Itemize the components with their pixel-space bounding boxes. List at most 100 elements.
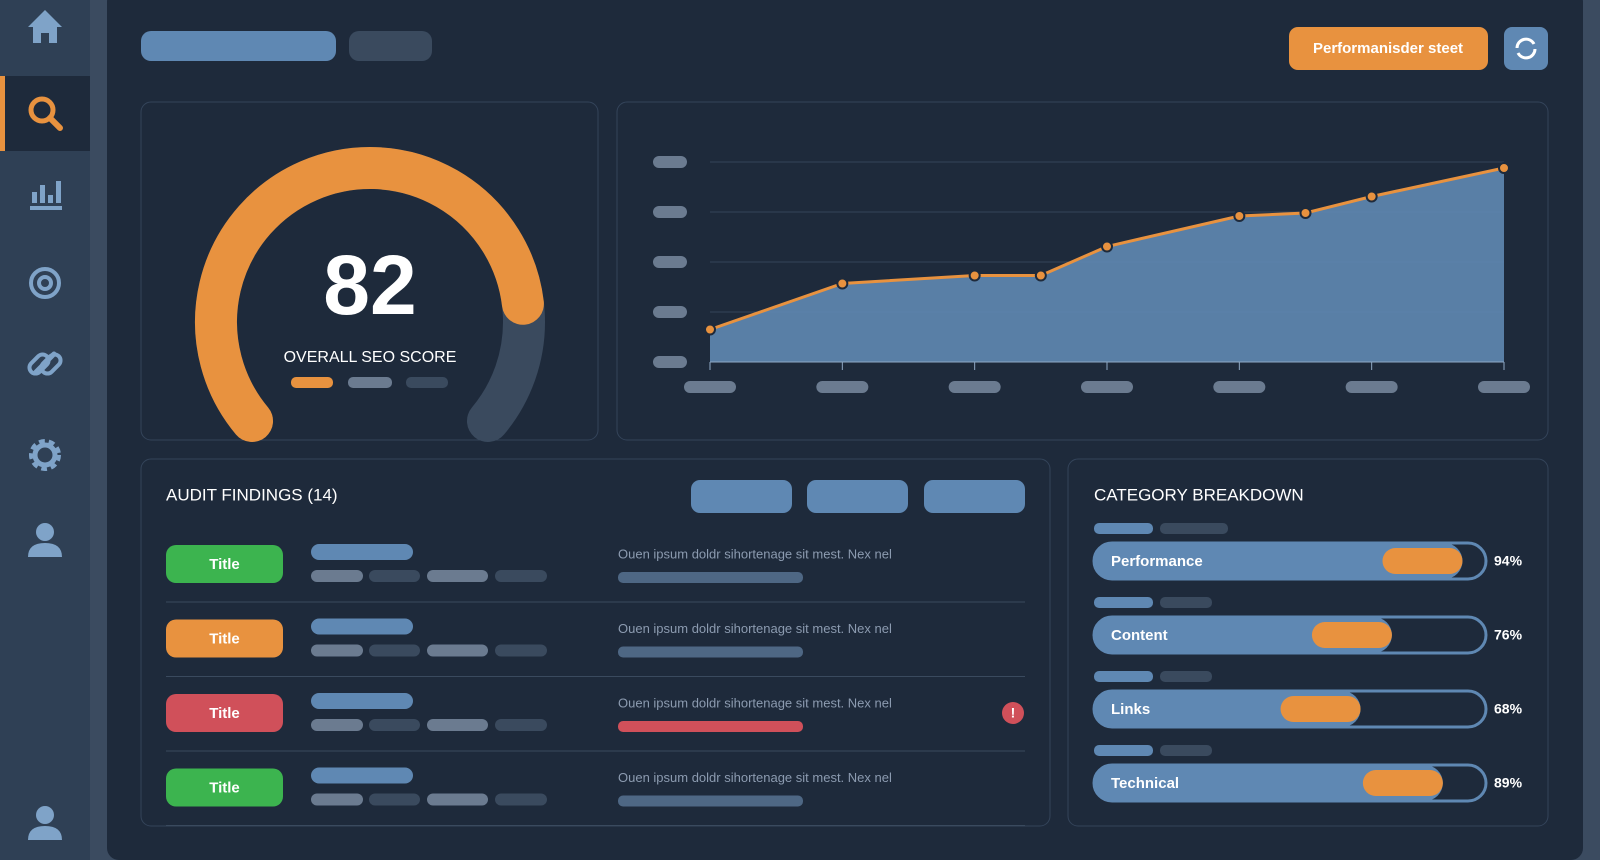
cat-bar-tip — [1280, 696, 1361, 722]
cat-bar-tip — [1382, 548, 1463, 574]
sidebar-icons — [27, 10, 63, 840]
row-pill — [495, 719, 547, 731]
y-tick-placeholder — [653, 256, 687, 268]
x-tick-placeholder — [948, 381, 1001, 393]
cat-value: 68% — [1494, 701, 1523, 717]
cat-pill — [1094, 597, 1153, 608]
cat-pill — [1160, 745, 1212, 756]
status-badge — [166, 545, 283, 583]
cat-value: 76% — [1494, 627, 1523, 643]
row-pill — [495, 793, 547, 806]
point — [968, 269, 981, 282]
header-pill — [349, 31, 432, 61]
filter-button[interactable] — [691, 480, 792, 513]
filter-button[interactable] — [807, 480, 908, 513]
y-tick-placeholder — [653, 206, 687, 218]
x-tick-placeholder — [816, 381, 869, 393]
link-part — [39, 352, 63, 376]
row-pill — [311, 767, 413, 784]
row-bar — [618, 795, 803, 807]
badge-label: Title — [209, 630, 240, 647]
cat-pill — [1094, 523, 1153, 534]
sidebar-active — [0, 76, 90, 151]
cat-value: 89% — [1494, 775, 1523, 791]
user-body — [28, 543, 62, 557]
home-icon[interactable] — [28, 10, 62, 43]
gauge-pill — [348, 377, 392, 388]
row-pill — [427, 719, 488, 731]
x-tick-placeholder — [684, 381, 736, 393]
user-icon[interactable] — [36, 523, 54, 541]
audit-title: AUDIT FINDINGS (14) — [166, 485, 338, 504]
gauge-value: 82 — [323, 238, 416, 332]
row-text: Ouen ipsum doldr sihortenage sit mest. N… — [618, 621, 892, 636]
cat-pill — [1160, 523, 1228, 534]
gauge-fill — [195, 147, 544, 442]
cat-bar-tip — [1362, 770, 1443, 796]
row-pill — [427, 793, 488, 806]
row-bar — [618, 721, 803, 732]
row-pill — [311, 719, 363, 731]
cat-name: Technical — [1111, 775, 1179, 792]
badge-label: Title — [209, 779, 240, 796]
row-pill — [311, 544, 413, 560]
row-pill — [427, 570, 488, 582]
badge-label: Title — [209, 705, 240, 722]
row-pill — [495, 570, 547, 582]
row-pill — [311, 693, 413, 709]
cat-bar — [1094, 765, 1443, 801]
alert-icon — [1002, 702, 1024, 724]
refresh-button[interactable] — [1504, 27, 1548, 70]
point — [704, 323, 716, 336]
profile-icon[interactable] — [36, 806, 54, 824]
status-badge — [166, 619, 283, 658]
x-tick-placeholder — [1213, 381, 1266, 393]
y-tick-placeholder — [653, 306, 687, 318]
gauge-pill — [291, 377, 333, 388]
point — [1233, 210, 1246, 222]
settings-ring — [32, 442, 58, 468]
x-tick-placeholder — [1478, 381, 1530, 393]
point — [1101, 240, 1113, 253]
cat-name: Content — [1111, 627, 1168, 644]
point — [1365, 190, 1378, 203]
header-pill — [141, 31, 336, 61]
status-badge — [166, 768, 283, 807]
row-text: Ouen ipsum doldr sihortenage sit mest. N… — [618, 695, 892, 710]
filter-button[interactable] — [924, 480, 1025, 513]
cat-name: Performance — [1111, 553, 1203, 570]
row-pill — [495, 644, 547, 657]
active-indicator — [0, 76, 5, 151]
row-text: Ouen ipsum doldr sihortenage sit mest. N… — [618, 546, 892, 561]
point — [836, 277, 849, 290]
cat-bar — [1094, 543, 1463, 579]
row-pill — [369, 793, 420, 806]
x-tick-placeholder — [1081, 381, 1133, 393]
point — [1299, 207, 1312, 219]
x-tick-placeholder — [1345, 381, 1398, 393]
row-pill — [311, 793, 363, 806]
refresh-icon — [1515, 37, 1537, 60]
category-title: CATEGORY BREAKDOWN — [1094, 485, 1304, 504]
row-pill — [311, 570, 363, 582]
target-inner — [37, 275, 53, 291]
target-icon[interactable] — [29, 267, 61, 299]
search-icon-handle — [47, 115, 63, 131]
search-icon[interactable] — [28, 96, 56, 124]
header-button[interactable] — [1289, 27, 1488, 70]
y-tick-placeholder — [653, 356, 687, 368]
gauge-pill — [406, 377, 448, 388]
y-tick-placeholder — [653, 156, 687, 168]
point — [1498, 162, 1510, 174]
row-pill — [427, 644, 488, 657]
header-button-label: Performanisder steet — [1313, 40, 1463, 57]
badge-label: Title — [209, 556, 240, 573]
row-bar — [618, 646, 803, 658]
point — [1034, 269, 1047, 282]
cat-name: Links — [1111, 701, 1150, 718]
alert-text: ! — [1011, 705, 1016, 721]
cat-pill — [1094, 671, 1153, 682]
row-text: Ouen ipsum doldr sihortenage sit mest. N… — [618, 770, 892, 785]
cat-value: 94% — [1494, 553, 1523, 569]
chart-icon[interactable] — [30, 181, 62, 210]
